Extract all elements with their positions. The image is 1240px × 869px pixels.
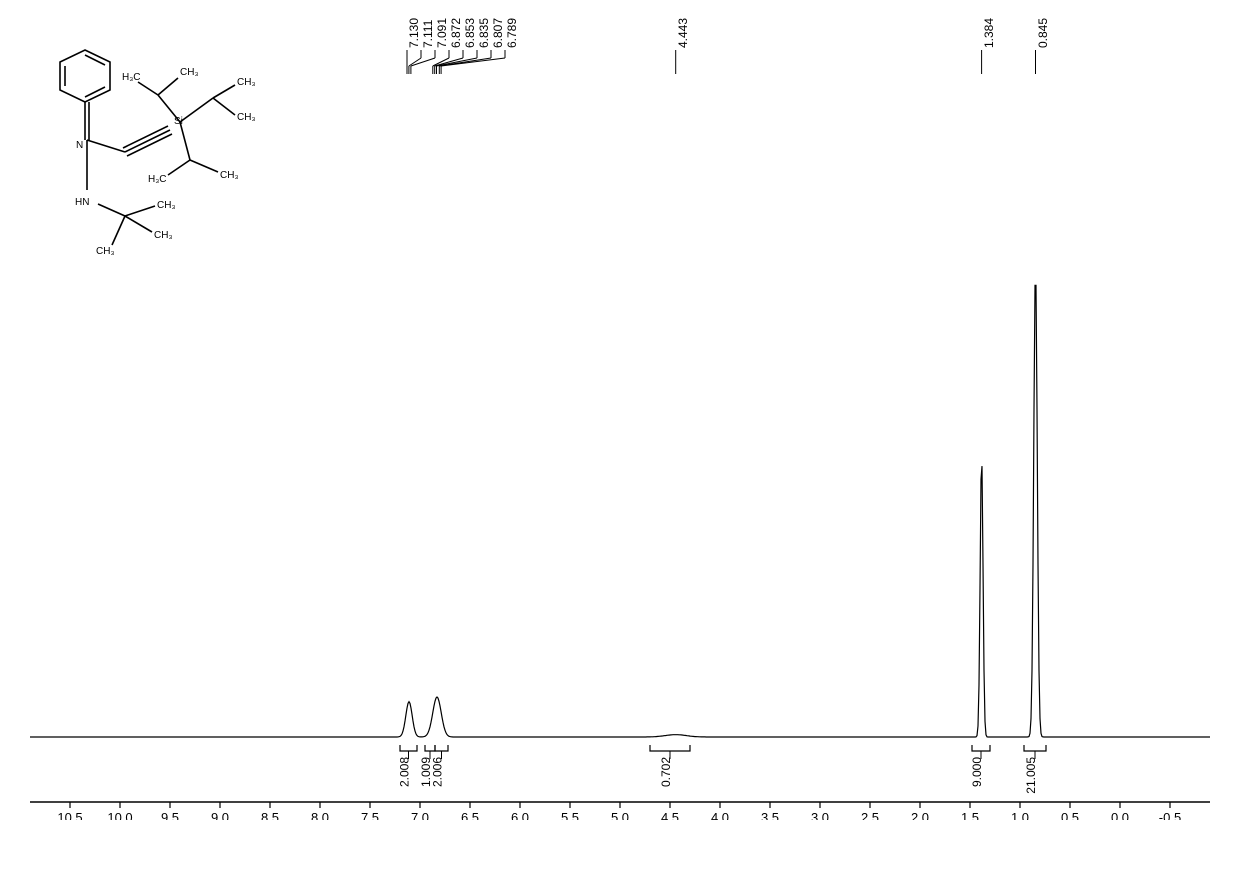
axis-tick: 6.0 (511, 810, 529, 820)
integral-label: 2.006 (431, 757, 445, 787)
integral-bracket (1024, 745, 1046, 751)
axis-tick: 9.5 (161, 810, 179, 820)
peak-label: 6.789 (505, 18, 519, 48)
peak-label: 6.835 (477, 18, 491, 48)
peak-label: 6.807 (491, 18, 505, 48)
axis-tick: 2.0 (911, 810, 929, 820)
axis-tick: 9.0 (211, 810, 229, 820)
axis-tick: -0.5 (1159, 810, 1181, 820)
integral-bracket (425, 745, 435, 751)
axis-tick: 10.5 (57, 810, 82, 820)
axis-tick: 7.0 (411, 810, 429, 820)
peak-label: 6.853 (463, 18, 477, 48)
axis-tick: 8.5 (261, 810, 279, 820)
peak-label: 1.384 (982, 18, 996, 48)
peak-label: 7.091 (435, 18, 449, 48)
axis-tick: 5.5 (561, 810, 579, 820)
axis-tick: 3.5 (761, 810, 779, 820)
integral-bracket (435, 745, 448, 751)
axis-tick: 0.0 (1111, 810, 1129, 820)
axis-tick: 0.5 (1061, 810, 1079, 820)
integral-bracket (400, 745, 417, 751)
peak-label: 6.872 (449, 18, 463, 48)
axis-tick: 7.5 (361, 810, 379, 820)
integral-label: 0.702 (659, 757, 673, 787)
integral-bracket (650, 745, 690, 751)
peak-label: 7.111 (421, 20, 435, 48)
integral-bracket (972, 745, 990, 751)
axis-tick: 6.5 (461, 810, 479, 820)
integral-label: 21.005 (1024, 757, 1038, 794)
integral-label: 9.000 (970, 757, 984, 787)
axis-tick: 1.5 (961, 810, 979, 820)
axis-tick: 3.0 (811, 810, 829, 820)
axis-tick: 4.5 (661, 810, 679, 820)
peak-label: 0.845 (1036, 18, 1050, 48)
axis-tick: 5.0 (611, 810, 629, 820)
peak-label-group: 7.1307.1117.0916.8726.8536.8356.8076.789… (0, 0, 1240, 70)
axis-tick: 10.0 (107, 810, 132, 820)
integral-label: 2.008 (398, 757, 412, 787)
axis-tick: 2.5 (861, 810, 879, 820)
axis-tick: 1.0 (1011, 810, 1029, 820)
peak-label: 7.130 (407, 18, 421, 48)
axis-tick: 8.0 (311, 810, 329, 820)
spectrum-plot: 10.5 10.0 9.5 9.0 8.5 8.0 7.5 7.0 6.5 6.0 5.5 5.0 4.… (30, 75, 1210, 820)
peak-label: 4.443 (676, 18, 690, 48)
axis-tick: 4.0 (711, 810, 729, 820)
nmr-figure: N Si HN H₃C CH₃ CH₃ CH₃ H₃C CH₃ CH₃ CH₃ … (0, 0, 1240, 869)
spectrum-trace (30, 285, 1210, 737)
